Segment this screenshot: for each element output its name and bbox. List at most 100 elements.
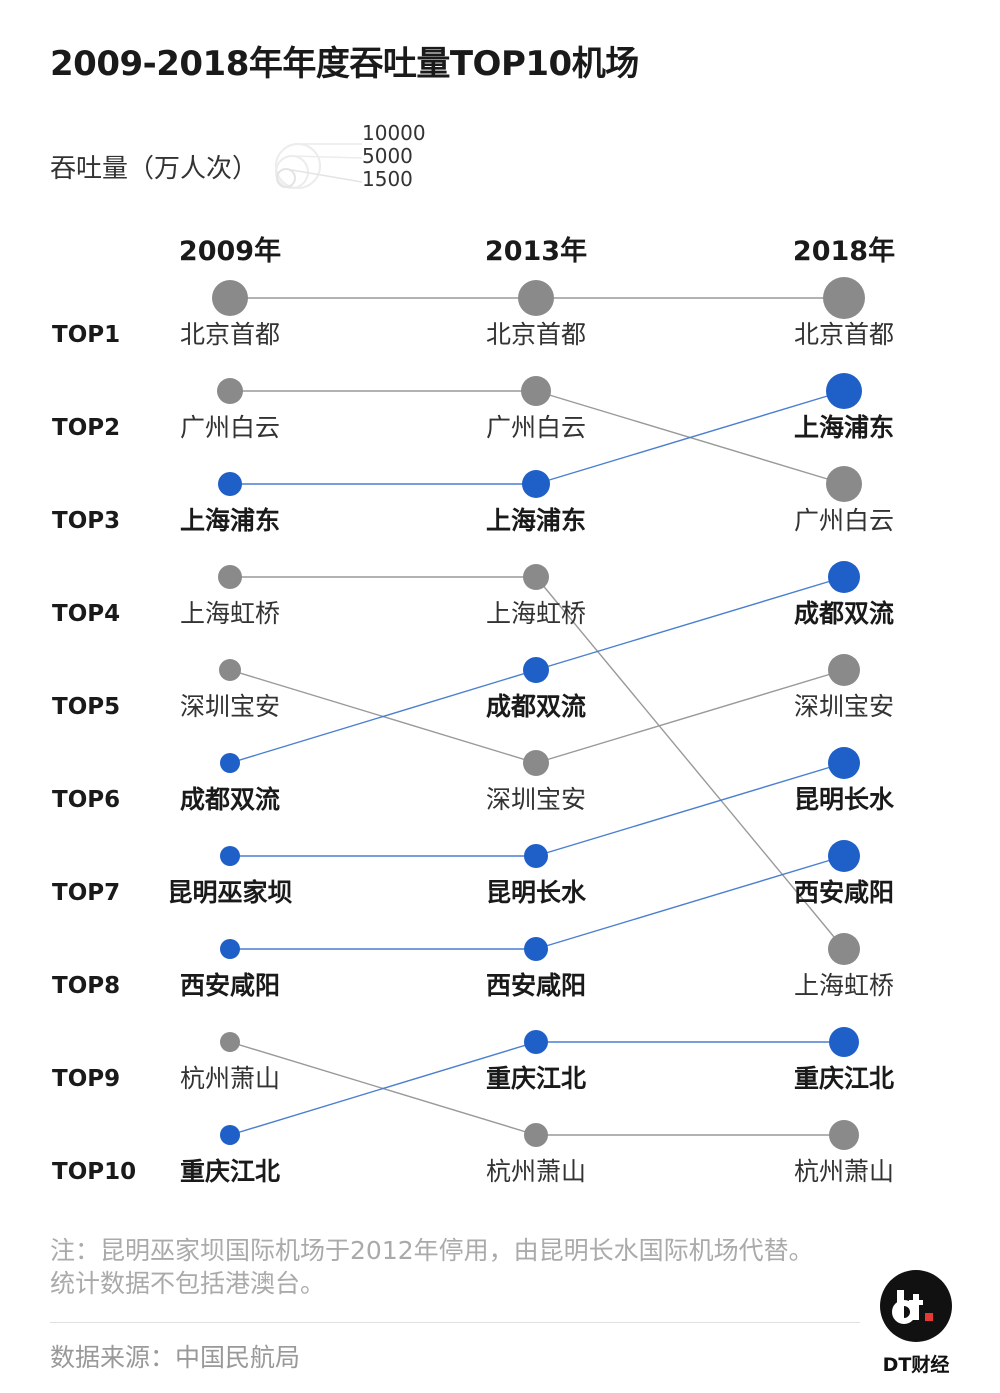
airport-label: 深圳宝安 [794, 692, 894, 721]
airport-label: 西安咸阳 [180, 971, 280, 1000]
airport-label: 上海虹桥 [180, 599, 280, 628]
airport-dot [212, 280, 248, 316]
airport-label: 上海浦东 [180, 506, 280, 535]
brand-logo [880, 1270, 952, 1342]
size-legend-value: 10000 [362, 121, 426, 145]
size-legend-circle-small [276, 168, 296, 188]
airport-label: 北京首都 [794, 320, 894, 349]
link-line [229, 669, 537, 764]
airport-dot [829, 1027, 859, 1057]
airport-dot [828, 933, 860, 965]
airport-dot [829, 1120, 859, 1150]
rank-label: TOP5 [52, 694, 120, 720]
link-line [535, 855, 845, 950]
rank-label: TOP2 [52, 415, 120, 441]
airport-dot [220, 939, 240, 959]
size-legend-value: 5000 [362, 144, 413, 168]
rank-label: TOP6 [52, 787, 120, 813]
airport-dot [828, 654, 860, 686]
airport-dot [220, 846, 240, 866]
airport-label: 杭州萧山 [794, 1157, 894, 1186]
airport-label: 深圳宝安 [180, 692, 280, 721]
airport-dot [826, 466, 862, 502]
airport-label: 成都双流 [794, 599, 894, 628]
rank-label: TOP3 [52, 508, 120, 534]
airport-label: 昆明长水 [486, 878, 587, 907]
airport-dot [220, 1032, 240, 1052]
link-line [229, 1041, 537, 1136]
airport-label: 西安咸阳 [486, 971, 586, 1000]
airport-label: 杭州萧山 [486, 1157, 586, 1186]
airport-dot [523, 750, 549, 776]
airport-label: 昆明长水 [794, 785, 895, 814]
rank-label: TOP4 [52, 601, 120, 627]
rank-label: TOP10 [52, 1159, 136, 1185]
airport-dot [523, 564, 549, 590]
airport-dot [220, 753, 240, 773]
airport-label: 上海浦东 [794, 413, 894, 442]
rank-label: TOP1 [52, 322, 120, 348]
footnote-line: 注：昆明巫家坝国际机场于2012年停用，由昆明长水国际机场代替。 [50, 1236, 814, 1265]
airport-label: 西安咸阳 [794, 878, 894, 907]
airport-label: 杭州萧山 [180, 1064, 280, 1093]
airport-dot [524, 844, 548, 868]
airport-dot [828, 747, 860, 779]
airport-label: 广州白云 [794, 506, 894, 535]
airport-label: 广州白云 [486, 413, 586, 442]
bump-chart: 2009年 2013年 2018年 TOP1 TOP2 TOP3 TOP4 TOP5 TOP6 T… [52, 235, 895, 1186]
link-line [535, 669, 845, 764]
airport-label: 北京首都 [180, 320, 280, 349]
airport-dot [521, 376, 551, 406]
divider [50, 1322, 860, 1323]
link-line [535, 762, 845, 857]
rank-label: TOP8 [52, 973, 120, 999]
airport-label: 重庆江北 [180, 1157, 280, 1186]
rank-label: TOP7 [52, 880, 120, 906]
year-header: 2009年 [179, 235, 281, 267]
airport-dot [219, 659, 241, 681]
data-source: 数据来源：中国民航局 [50, 1343, 301, 1372]
year-header: 2013年 [485, 235, 587, 267]
airport-label: 上海虹桥 [794, 971, 894, 1000]
airport-label: 上海虹桥 [486, 599, 586, 628]
airport-dot [522, 470, 550, 498]
link-line [535, 576, 845, 950]
airport-label: 成都双流 [180, 785, 280, 814]
airport-label: 北京首都 [486, 320, 586, 349]
airport-label: 昆明巫家坝 [167, 878, 292, 907]
footnote: 注：昆明巫家坝国际机场于2012年停用，由昆明长水国际机场代替。 统计数据不包括… [50, 1234, 814, 1300]
chart-title: 2009-2018年年度吞吐量TOP10机场 [50, 44, 639, 84]
airport-dot [524, 1030, 548, 1054]
airport-dot [217, 378, 243, 404]
year-header: 2018年 [793, 235, 895, 267]
airport-dot [826, 373, 862, 409]
airport-label: 成都双流 [486, 692, 586, 721]
airport-dot [823, 277, 865, 319]
airport-dot [828, 840, 860, 872]
airport-label: 上海浦东 [486, 506, 586, 535]
airport-label: 深圳宝安 [486, 785, 586, 814]
footnote-line: 统计数据不包括港澳台。 [50, 1269, 326, 1298]
size-legend-leader [291, 155, 363, 159]
airport-dot [218, 472, 242, 496]
size-legend-value: 1500 [362, 167, 413, 191]
airport-label: 重庆江北 [486, 1064, 586, 1093]
size-legend-circles [275, 143, 363, 189]
airport-dot [828, 561, 860, 593]
airport-dot [524, 1123, 548, 1147]
airport-label: 广州白云 [180, 413, 280, 442]
link-line [535, 390, 845, 485]
dt-logo-icon [892, 1290, 933, 1324]
airport-dot [218, 565, 242, 589]
airport-dot [524, 937, 548, 961]
rank-label: TOP9 [52, 1066, 120, 1092]
size-legend-values: 10000 5000 1500 [362, 122, 426, 191]
airport-dot [220, 1125, 240, 1145]
link-line [535, 576, 845, 671]
size-legend-label: 吞吐量（万人次） [50, 154, 259, 184]
brand-name: DT财经 [882, 1354, 950, 1376]
airport-label: 重庆江北 [794, 1064, 894, 1093]
size-legend-leader [285, 168, 363, 183]
airport-dot [518, 280, 554, 316]
airport-dot [523, 657, 549, 683]
